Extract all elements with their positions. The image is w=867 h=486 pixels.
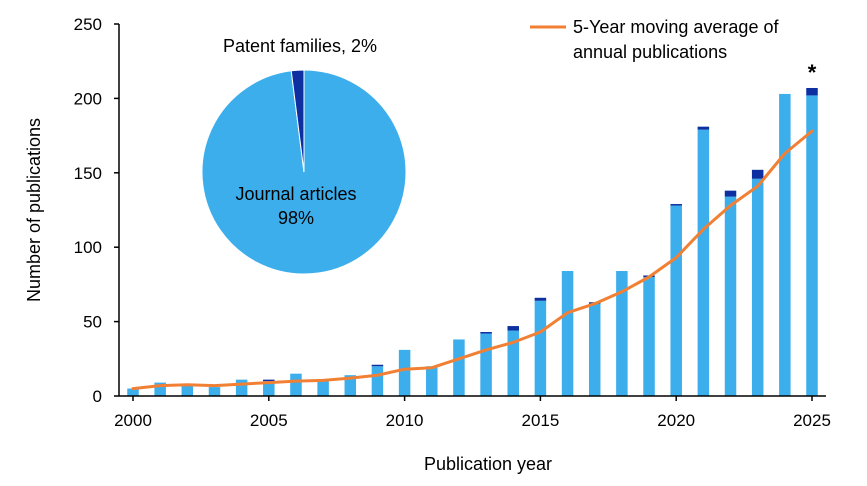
bar-journal-2000 [127, 388, 139, 396]
y-tick-label-200: 200 [74, 89, 102, 108]
x-axis-title: Publication year [424, 454, 552, 474]
bar-journal-2024 [779, 93, 791, 396]
bar-patent-2009 [371, 364, 384, 367]
bar-patent-2020 [670, 204, 682, 206]
bar-journal-2009 [371, 366, 384, 396]
bar-journal-2007 [317, 381, 329, 396]
bar-patent-2021 [697, 126, 710, 130]
pie-label-patent: Patent families, 2% [223, 36, 377, 56]
x-tick-label-2025: 2025 [793, 411, 831, 430]
bar-journal-2011 [426, 366, 438, 396]
bar-journal-2018 [616, 271, 628, 396]
moving-average-layer [131, 129, 814, 391]
y-tick-label-250: 250 [74, 15, 102, 34]
x-tick-label-2015: 2015 [521, 411, 559, 430]
bars-layer [127, 87, 818, 396]
bar-patent-2025 [806, 87, 818, 96]
y-axis-title: Number of publications [24, 118, 44, 302]
axes-layer: 0 50 100 150 200 250 2000 2005 2010 2015 2020 2025 [74, 15, 831, 430]
pie-chart [201, 69, 407, 275]
bar-journal-2006 [290, 373, 302, 396]
bar-patent-2013 [480, 332, 492, 334]
y-tick-label-0: 0 [93, 387, 102, 406]
bar-journal-2021 [697, 129, 710, 396]
bar-patent-2014 [507, 326, 519, 331]
pie-label-journal-line2: 98% [278, 208, 314, 228]
y-tick-label-50: 50 [83, 313, 102, 332]
bar-journal-2002 [181, 385, 194, 396]
bar-journal-2014 [507, 330, 519, 396]
bar-journal-2003 [208, 387, 221, 396]
annotation-asterisk: * [808, 60, 817, 85]
legend-label-line2: annual publications [573, 42, 727, 62]
pie-slice-patent [290, 69, 305, 173]
bar-journal-2016 [561, 271, 574, 396]
bar-journal-2012 [453, 339, 465, 396]
bar-journal-2020 [670, 205, 682, 396]
bar-journal-2023 [751, 178, 764, 396]
x-tick-label-2020: 2020 [657, 411, 695, 430]
pie-label-journal-line1: Journal articles [235, 184, 356, 204]
x-tick-label-2005: 2005 [250, 411, 288, 430]
moving-average-line [131, 129, 814, 391]
bar-journal-2025 [806, 95, 818, 396]
bar-patent-2023 [751, 169, 764, 179]
y-tick-label-100: 100 [74, 238, 102, 257]
bar-patent-2005 [263, 379, 275, 382]
y-tick-label-150: 150 [74, 164, 102, 183]
bar-patent-2022 [724, 190, 737, 197]
bar-journal-2013 [480, 333, 492, 396]
bar-journal-2010 [398, 349, 411, 396]
bar-journal-2001 [154, 382, 166, 396]
bar-journal-2019 [643, 276, 655, 396]
bar-journal-2005 [263, 381, 275, 396]
bar-journal-2017 [588, 303, 601, 396]
bar-journal-2022 [724, 196, 737, 396]
x-tick-label-2010: 2010 [386, 411, 424, 430]
bar-journal-2004 [235, 379, 248, 396]
legend-label-line1: 5-Year moving average of [573, 17, 779, 37]
bar-journal-2015 [534, 300, 547, 396]
legend: 5-Year moving average of annual publicat… [530, 17, 779, 62]
x-tick-label-2000: 2000 [114, 411, 152, 430]
bar-patent-2015 [534, 297, 547, 301]
bar-journal-2008 [344, 375, 357, 396]
